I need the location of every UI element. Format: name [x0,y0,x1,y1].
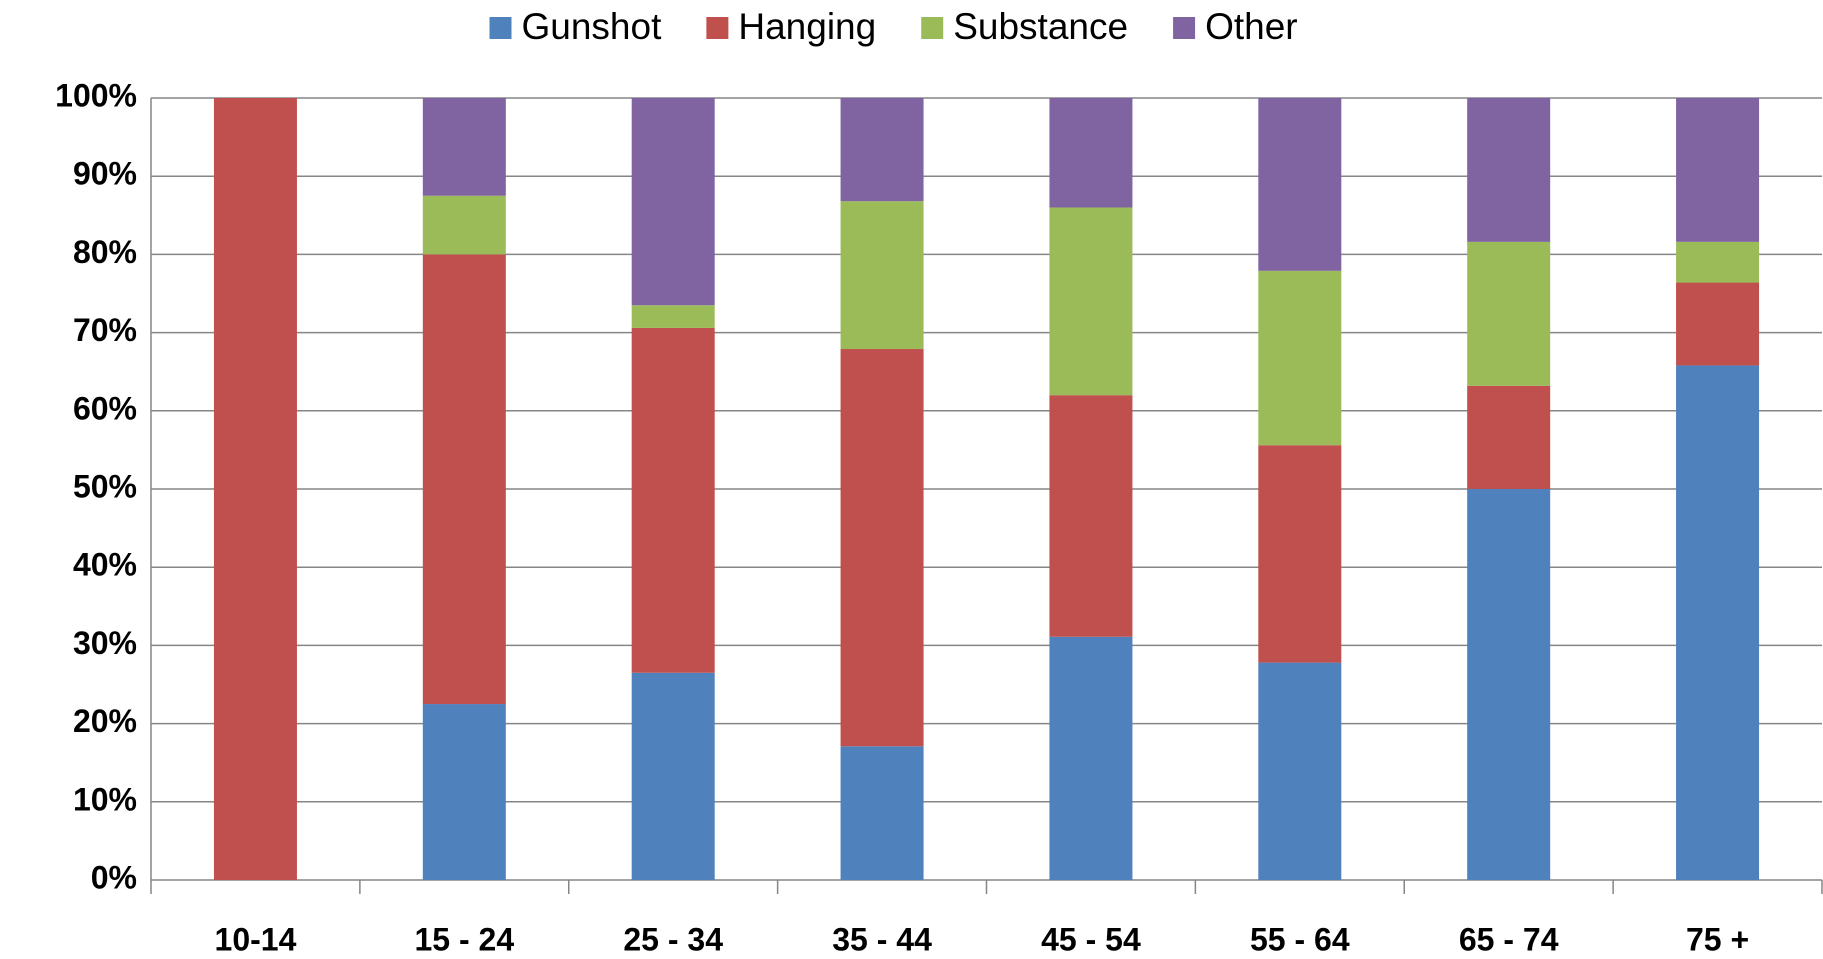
bar-segment [631,327,715,673]
y-tick-label: 100% [55,77,137,113]
bar-segment [840,349,924,747]
legend-swatch [489,17,512,39]
y-tick-label: 70% [73,312,137,348]
bar-segment [840,746,924,880]
bar-segment [1258,270,1342,446]
y-tick-label: 50% [73,468,137,504]
bar-segment [1049,98,1133,208]
y-tick-label: 60% [73,390,137,426]
bar-segment [1258,98,1342,271]
x-tick-label: 25 - 34 [623,921,723,957]
legend-swatch [706,17,729,39]
bar-segment [840,201,924,350]
bar-segment [1676,282,1760,366]
x-tick-label: 15 - 24 [415,921,515,957]
x-tick-label: 65 - 74 [1459,921,1559,957]
bar-segment [1467,489,1551,880]
y-tick-label: 80% [73,234,137,270]
y-tick-label: 40% [73,547,137,583]
x-tick-label: 75 + [1686,921,1749,957]
bar-segment [1049,395,1133,637]
bar-segment [631,672,715,880]
bar-segment [631,98,715,306]
bar-segment [1049,207,1133,396]
y-tick-label: 20% [73,703,137,739]
x-tick-label: 45 - 54 [1041,921,1141,957]
y-tick-label: 0% [91,859,137,895]
legend-swatch [921,17,944,39]
bar-segment [1467,241,1551,386]
y-tick-label: 10% [73,781,137,817]
legend-label: Other [1205,6,1298,47]
bar-segment [1676,98,1760,242]
bar-segment [422,195,506,255]
legend-swatch [1173,17,1196,39]
bar-segment [840,98,924,202]
bar-segment [1258,445,1342,663]
bar-segment [422,254,506,705]
bar-segment [631,305,715,328]
bar-segment [1467,98,1551,242]
bar-segment [1676,365,1760,881]
bar-segment [1676,241,1760,283]
bar-segment [213,98,297,880]
y-tick-label: 90% [73,156,137,192]
bar-segment [422,98,506,196]
bar-segment [1467,385,1551,489]
x-tick-label: 55 - 64 [1250,921,1350,957]
x-tick-label: 35 - 44 [832,921,932,957]
bar-segment [1258,662,1342,880]
legend-label: Substance [953,6,1128,47]
bar-segment [422,704,506,880]
legend-label: Gunshot [522,6,663,47]
y-tick-label: 30% [73,625,137,661]
legend-label: Hanging [738,6,876,47]
bar-segment [1049,636,1133,880]
x-tick-label: 10-14 [215,921,297,957]
